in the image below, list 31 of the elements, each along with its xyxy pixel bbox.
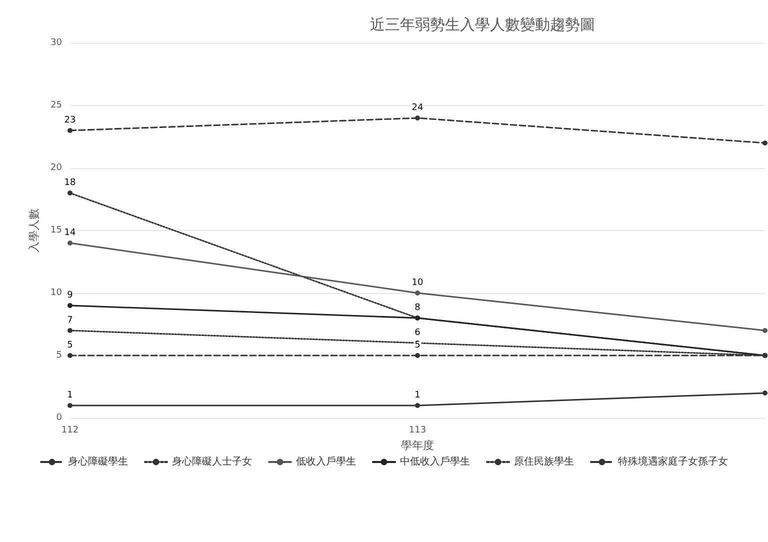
legend-label: 身心障礙學生 bbox=[68, 456, 128, 468]
x-tick-label: 112 bbox=[61, 426, 79, 436]
data-label: 6 bbox=[414, 328, 421, 338]
data-label: 7 bbox=[67, 316, 73, 326]
data-label: 24 bbox=[412, 103, 424, 113]
y-tick-label: 0 bbox=[56, 413, 62, 423]
legend-label: 中低收入戶學生 bbox=[400, 456, 470, 468]
y-tick-label: 15 bbox=[50, 226, 62, 236]
data-label: 5 bbox=[414, 340, 420, 350]
x-tick-label: 113 bbox=[408, 426, 426, 436]
data-label: 8 bbox=[414, 303, 421, 313]
data-label: 23 bbox=[64, 116, 76, 126]
legend-label: 特殊境遇家庭子女孫子女 bbox=[618, 456, 728, 468]
data-label: 10 bbox=[412, 278, 424, 288]
y-axis-title: 入學人數 bbox=[28, 208, 41, 252]
y-tick-label: 10 bbox=[50, 288, 62, 298]
legend-label: 低收入戶學生 bbox=[296, 456, 356, 468]
x-axis-title: 學年度 bbox=[401, 438, 434, 452]
data-label: 14 bbox=[64, 228, 76, 238]
y-tick-label: 5 bbox=[56, 350, 62, 360]
legend-label: 原住民族學生 bbox=[514, 456, 574, 468]
data-label: 5 bbox=[67, 340, 73, 350]
data-label: 9 bbox=[67, 290, 74, 300]
data-label: 18 bbox=[64, 178, 76, 188]
data-label: 1 bbox=[414, 390, 420, 400]
data-label: 1 bbox=[67, 390, 73, 400]
legend-label: 身心障礙人士子女 bbox=[172, 456, 252, 468]
y-tick-label: 20 bbox=[50, 163, 62, 173]
chart-title: 近三年弱勢生入學人數變動趨勢圖 bbox=[370, 16, 595, 34]
y-tick-label: 30 bbox=[50, 38, 62, 48]
y-tick-label: 25 bbox=[50, 100, 62, 110]
